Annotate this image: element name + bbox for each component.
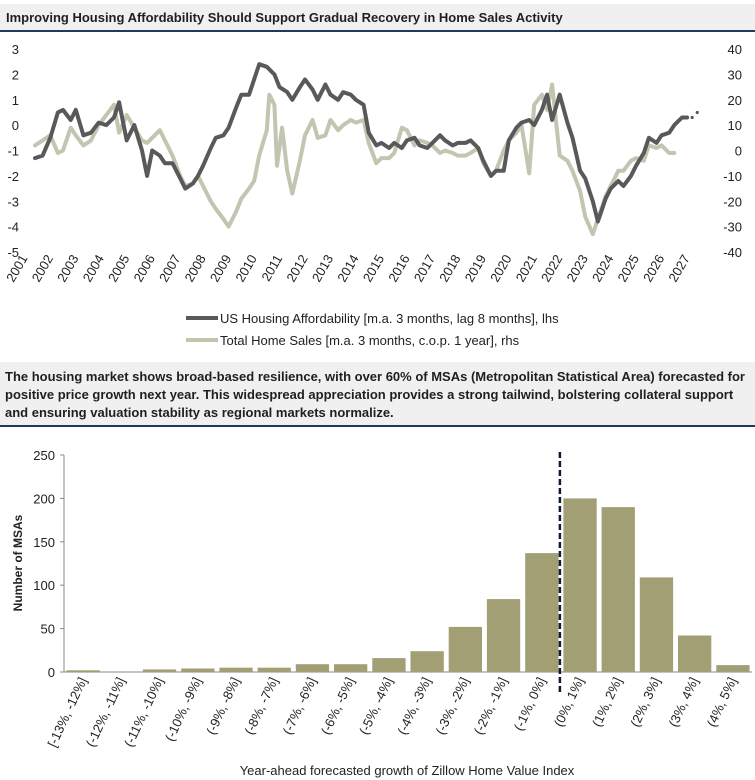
bar-x-tick-label: (-9%, -8%] [203, 675, 243, 737]
histogram-bar [601, 507, 635, 672]
x-axis-tick-label: 2013 [309, 252, 336, 285]
x-axis-tick-label: 2020 [487, 252, 514, 285]
x-axis-tick-label: 2010 [232, 252, 259, 285]
right-axis-tick-label: 10 [728, 118, 742, 133]
forecast-dot [695, 110, 699, 115]
bar-x-tick-label: (-1%, 0%] [511, 675, 549, 733]
x-axis-tick-label: 2025 [614, 252, 641, 285]
x-axis-tick-label: 2004 [80, 252, 107, 285]
x-axis-tick-label: 2021 [513, 252, 540, 285]
bar-x-tick-label: (-10%, -9%] [162, 675, 205, 744]
x-axis-tick-label: 2015 [360, 252, 387, 285]
x-axis-tick-label: 2027 [665, 252, 692, 285]
bar-x-tick-label: (-3%, -2%] [433, 675, 473, 737]
bar-y-tick-label: 150 [33, 535, 55, 550]
left-axis-tick-label: 3 [12, 42, 19, 57]
bar-x-tick-label: (1%, 2%] [589, 675, 625, 729]
x-axis-tick-label: 2026 [640, 252, 667, 285]
left-axis-tick-label: -1 [7, 144, 19, 159]
bar-x-tick-label: (-12%, -11%] [83, 675, 128, 749]
left-axis-tick-label: 2 [12, 67, 19, 82]
x-axis-tick-label: 2012 [283, 252, 310, 285]
histogram-bar [486, 599, 521, 672]
histogram-bar [563, 498, 597, 672]
histogram-bar [372, 658, 406, 672]
x-axis-tick-label: 2008 [181, 252, 208, 285]
affordability-series-line [33, 62, 690, 224]
x-axis-tick-label: 2016 [385, 252, 412, 285]
left-axis-tick-label: -2 [7, 169, 19, 184]
x-axis-tick-label: 2002 [29, 252, 56, 285]
histogram-bar [257, 667, 291, 672]
right-axis-tick-label: 0 [735, 144, 742, 159]
commentary-text: The housing market shows broad-based res… [0, 362, 755, 427]
bar-y-tick-label: 100 [33, 578, 55, 593]
left-axis-tick-label: 0 [12, 118, 19, 133]
bar-x-tick-label: (-8%, -7%] [241, 675, 281, 737]
x-axis-tick-label: 2018 [436, 252, 463, 285]
bar-y-tick-label: 250 [33, 448, 55, 463]
forecast-dot [690, 115, 694, 120]
bar-y-tick-label: 0 [48, 665, 55, 680]
right-axis-tick-label: 40 [728, 42, 742, 57]
bar-x-tick-label: (-7%, -6%] [280, 675, 320, 737]
right-axis-tick-label: -40 [723, 245, 742, 260]
bar-x-tick-label: (-11%, -10%] [121, 675, 166, 749]
bar-y-tick-label: 50 [41, 622, 55, 637]
bar-x-axis-label: Year-ahead forecasted growth of Zillow H… [240, 763, 575, 778]
left-axis-tick-label: -4 [7, 220, 19, 235]
histogram-bar [678, 635, 712, 672]
right-axis-tick-label: -10 [723, 169, 742, 184]
bar-x-tick-label: (4%, 5%] [704, 675, 740, 729]
x-axis-tick-label: 2022 [538, 252, 565, 285]
x-axis-tick-label: 2003 [54, 252, 81, 285]
right-axis-tick-label: 30 [728, 67, 742, 82]
right-axis-tick-label: -30 [723, 220, 742, 235]
bar-x-tick-label: (0%, 1%] [551, 675, 587, 729]
histogram-bar [525, 553, 559, 672]
histogram-bar [295, 664, 330, 672]
histogram-bar [334, 664, 368, 672]
chart-title: Improving Housing Affordability Should S… [6, 10, 563, 25]
histogram-bar [410, 651, 444, 672]
x-axis-tick-label: 2014 [334, 252, 361, 285]
bar-x-tick-label: (-5%, -4%] [356, 675, 396, 737]
right-axis-tick-label: -20 [723, 194, 742, 209]
histogram-bar [716, 665, 750, 672]
chart-title-bar: Improving Housing Affordability Should S… [0, 4, 755, 32]
bar-x-tick-label: [-13%, -12%] [44, 675, 89, 749]
left-axis-tick-label: -3 [7, 194, 19, 209]
bar-y-tick-label: 200 [33, 491, 55, 506]
legend-label: Total Home Sales [m.a. 3 months, c.o.p. … [220, 333, 520, 348]
x-axis-tick-label: 2017 [411, 252, 438, 285]
x-axis-tick-label: 2019 [462, 252, 489, 285]
left-axis-tick-label: -5 [7, 245, 19, 260]
x-axis-tick-label: 2023 [564, 252, 591, 285]
bar-x-tick-label: (-2%, -1%] [471, 675, 511, 737]
histogram-bar [181, 668, 215, 672]
histogram-bar [66, 670, 100, 672]
bar-y-axis-label: Number of MSAs [11, 514, 25, 611]
legend-label: US Housing Affordability [m.a. 3 months,… [220, 311, 559, 326]
bar-x-tick-label: (3%, 4%] [665, 675, 701, 729]
bar-x-tick-label: (2%, 3%] [627, 675, 663, 729]
x-axis-tick-label: 2009 [207, 252, 234, 285]
histogram-bar [142, 669, 177, 672]
x-axis-tick-label: 2011 [258, 252, 285, 284]
x-axis-tick-label: 2024 [589, 252, 616, 285]
home-sales-series-line [33, 82, 677, 237]
left-axis-tick-label: 1 [12, 93, 19, 108]
x-axis-tick-label: 2005 [105, 252, 132, 285]
right-axis-tick-label: 20 [728, 93, 742, 108]
histogram-bar [448, 626, 482, 672]
bar-x-tick-label: (-4%, -3%] [394, 675, 434, 737]
x-axis-tick-label: 2006 [131, 252, 158, 285]
bar-x-tick-label: (-6%, -5%] [318, 675, 358, 737]
histogram-bar [219, 667, 253, 672]
histogram-bar [639, 577, 674, 672]
x-axis-tick-label: 2007 [156, 252, 183, 285]
